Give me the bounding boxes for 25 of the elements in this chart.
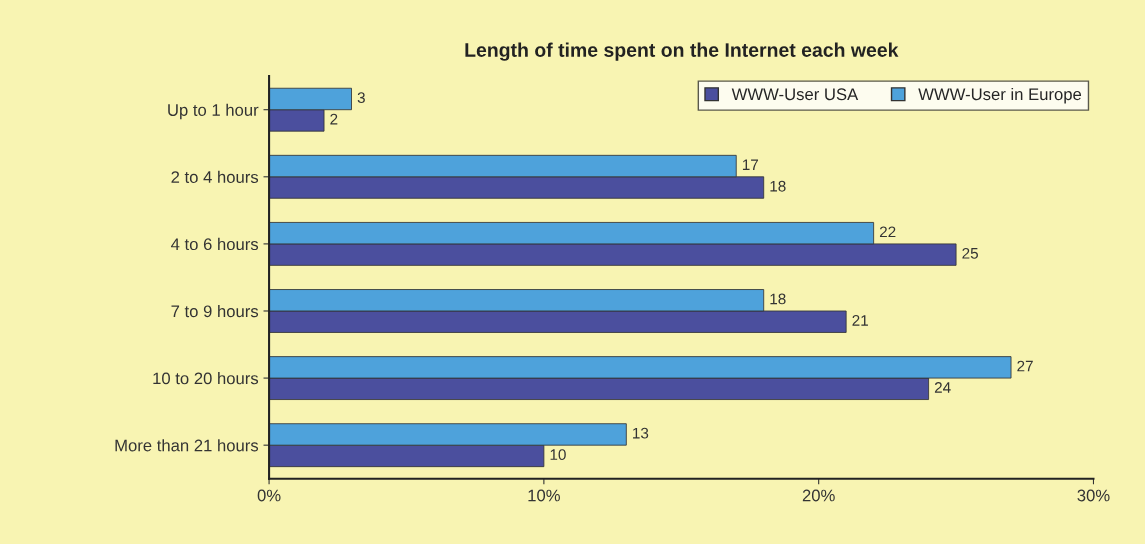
data-label: 18 [770, 180, 786, 192]
data-label: 21 [852, 315, 868, 326]
data-label: 24 [934, 382, 951, 393]
data-label: 22 [879, 226, 896, 238]
data-label: 18 [770, 293, 786, 305]
data-label: 17 [742, 159, 759, 171]
legend-label: WWW-User USA [731, 88, 859, 101]
y-tick-label: 4 to 6 hours [171, 237, 259, 251]
data-label: 2 [330, 113, 338, 125]
x-tick-label: 0% [257, 489, 281, 502]
y-tick-label: 10 to 20 hours [153, 372, 259, 385]
x-tick-label: 20% [802, 489, 835, 502]
data-label: 25 [962, 247, 978, 259]
data-label: 13 [633, 427, 649, 439]
y-tick-label: 7 to 9 hours [171, 304, 259, 318]
data-label: 27 [1017, 360, 1033, 372]
data-label: 10 [550, 449, 566, 461]
chart-title: Length of time spent on the Internet each week [465, 42, 899, 61]
y-tick-label: 2 to 4 hours [171, 170, 259, 183]
legend-label: WWW-User in Europe [918, 87, 1082, 104]
y-tick-label: Up to 1 hour [168, 103, 259, 120]
x-tick-label: 30% [1077, 489, 1110, 502]
data-label: 3 [357, 92, 365, 104]
y-tick-label: More than 21 hours [115, 439, 259, 452]
x-tick-label: 10% [528, 489, 560, 502]
